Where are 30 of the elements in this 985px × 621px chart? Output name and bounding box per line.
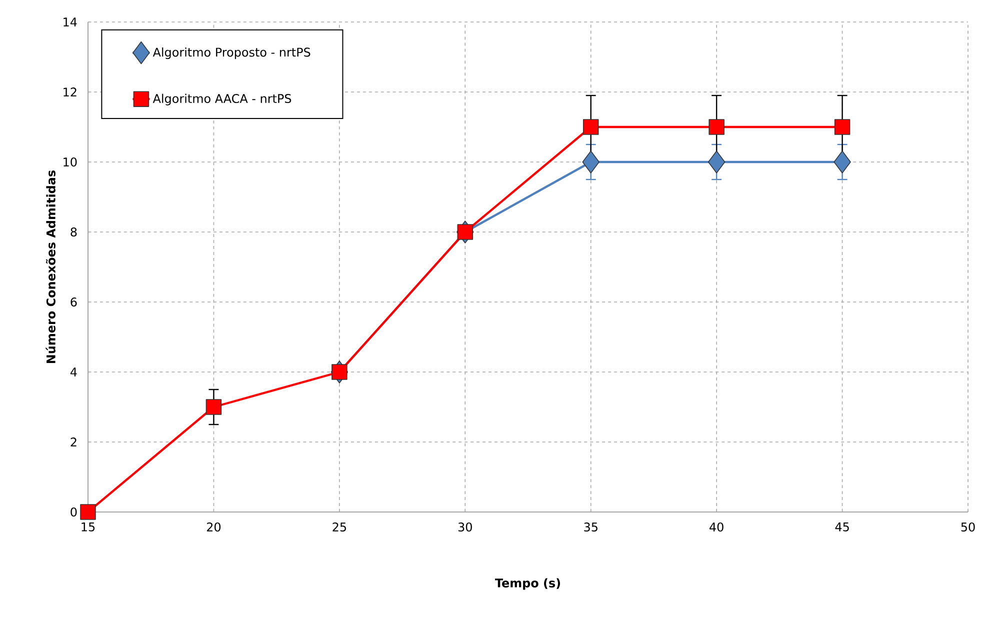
point <box>206 399 222 415</box>
y-tick-label: 8 <box>70 227 77 237</box>
y-tick-label: 2 <box>70 438 76 446</box>
point <box>332 364 348 380</box>
x-tick-label: 50 <box>961 522 975 532</box>
point <box>834 119 850 135</box>
y-tick-label: 12 <box>64 88 76 96</box>
point <box>457 224 474 240</box>
y-tick-label: 0 <box>70 507 77 517</box>
y-tick-label: 10 <box>64 157 77 167</box>
point <box>708 119 724 135</box>
x-tick-label: 30 <box>458 522 472 532</box>
x-tick-label: 40 <box>710 522 724 532</box>
x-tick-label: 35 <box>584 522 598 532</box>
point <box>582 119 599 135</box>
point <box>80 504 96 520</box>
y-tick-label: 4 <box>70 368 77 376</box>
legend-label: Algoritmo Proposto - nrtPS <box>152 47 310 60</box>
x-tick-label: 25 <box>332 522 346 532</box>
y-tick-label: 6 <box>70 297 77 307</box>
point <box>708 150 726 174</box>
x-tick-label: 45 <box>835 522 849 532</box>
x-tick-label: 20 <box>206 522 221 532</box>
x-tick-label: 15 <box>82 522 95 532</box>
legend-label: Algoritmo AACA - nrtPS <box>152 94 292 106</box>
y-axis-title: Número Conexões Admitidas <box>46 170 56 363</box>
point <box>834 150 851 174</box>
y-tick-label: 14 <box>64 18 77 26</box>
point <box>582 150 600 174</box>
x-axis-title: Tempo (s) <box>495 578 560 590</box>
